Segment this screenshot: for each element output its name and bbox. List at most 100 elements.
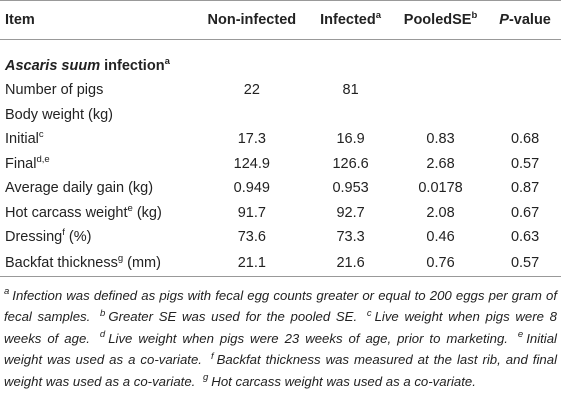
section-cell: Ascaris suum infectiona xyxy=(0,40,561,79)
footnote: d Live weight when pigs were 23 weeks of … xyxy=(99,329,508,346)
value-cell: 0.83 xyxy=(426,131,455,148)
header-cell: Infecteda xyxy=(309,0,392,40)
footnote-mark: c xyxy=(366,307,372,319)
value-cell xyxy=(392,103,489,128)
text: Backfat thickness xyxy=(5,254,118,271)
value-cell: 0.57 xyxy=(510,155,540,172)
text: Number of pigs xyxy=(5,82,104,99)
footnote: c Live weight when pigs were 8 weeks of a… xyxy=(4,307,557,346)
superscript: b xyxy=(471,10,478,22)
footnote-text: Hot carcass weight was used as a co-vari… xyxy=(211,373,476,389)
text: PooledSE xyxy=(403,12,472,28)
value-cell: 16.9 xyxy=(336,131,365,148)
value-cell: 0.949 xyxy=(233,180,270,197)
table-body: Ascaris suum infectiona Number of pigs 22 8… xyxy=(0,40,561,277)
footnote-text: Initial weight was used as a co-variate. xyxy=(4,330,557,368)
table-row: Body weight (kg) xyxy=(0,103,561,128)
value-cell: 17.3 xyxy=(237,131,266,148)
row-label: Hot carcass weighte (kg) xyxy=(0,201,194,226)
text: Item xyxy=(5,12,35,28)
data-table: Item Non-infected Infecteda PooledSEb P-valu… xyxy=(0,0,561,277)
superscript: g xyxy=(117,252,124,264)
text: (kg) xyxy=(132,204,162,221)
footnote-text: Backfat thickness was measured at the la… xyxy=(4,352,557,389)
value-cell: 92.7 xyxy=(336,204,365,221)
value-cell: 21.6 xyxy=(309,249,392,277)
row-label: Body weight (kg) xyxy=(0,103,194,128)
row-label: Number of pigs xyxy=(0,78,194,103)
text: Dressing xyxy=(5,229,63,246)
footnote: f Backfat thickness was measured at the l… xyxy=(4,350,557,389)
value-cell: 2.08 xyxy=(426,204,455,221)
value-cell xyxy=(309,103,392,128)
row-label: Backfat thicknessg (mm) xyxy=(0,249,195,277)
footnote: b Greater SE was used for the pooled SE. xyxy=(100,308,358,324)
value-cell: 0.67 xyxy=(510,204,540,221)
superscript: f xyxy=(62,227,65,239)
value-cell: 0.46 xyxy=(426,229,455,246)
footnote-mark: g xyxy=(203,372,209,384)
text: Final xyxy=(5,155,37,172)
table-head: Item Non-infected Infecteda PooledSEb P-valu… xyxy=(0,0,561,40)
value-cell: 81 xyxy=(342,82,359,99)
value-cell: 126.6 xyxy=(332,155,369,172)
footnote-mark: a xyxy=(4,286,10,298)
table-row: Number of pigs 22 81 xyxy=(0,78,561,103)
value-cell: 73.3 xyxy=(336,229,365,246)
text: (mm) xyxy=(123,254,161,271)
table-row: Backfat thicknessg (mm) 21.1 21.6 0.76 0.57 xyxy=(0,249,561,277)
value-cell: 91.7 xyxy=(237,204,266,221)
value-cell: 0.0178 xyxy=(418,180,463,197)
value-cell xyxy=(194,103,309,128)
footnote-text: Infection was defined as pigs with fecal… xyxy=(4,287,557,325)
value-cell: 0.953 xyxy=(332,180,369,197)
value-cell: 0.63 xyxy=(510,229,540,246)
value-cell: 21.1 xyxy=(194,249,310,277)
footnote-text: Live weight when pigs were 8 weeks of ag… xyxy=(4,309,557,346)
footnote-mark: e xyxy=(517,329,524,341)
footnote-mark: d xyxy=(99,329,106,341)
text: Infected xyxy=(320,12,376,28)
table-row: Hot carcass weighte (kg) 91.7 92.7 2.08 0.67 xyxy=(0,201,561,226)
footnote-text: Live weight when pigs were 23 weeks of a… xyxy=(108,330,508,346)
text: Non-infected xyxy=(207,12,297,28)
footnotes: a Infection was defined as pigs with feca… xyxy=(0,277,561,393)
value-cell: 0.68 xyxy=(510,131,540,148)
row-label: Initialc xyxy=(0,127,194,152)
footnote: a Infection was defined as pigs with feca… xyxy=(4,286,557,325)
footnote: g Hot carcass weight was used as a co-var… xyxy=(203,372,476,389)
table-row: Average daily gain (kg) 0.949 0.953 0.0178 0… xyxy=(0,176,561,201)
table-row: Initialc 17.3 16.9 0.83 0.68 xyxy=(0,127,561,152)
row-label: Average daily gain (kg) xyxy=(0,176,194,201)
table-row: Finald,e 124.9 126.6 2.68 0.57 xyxy=(0,152,561,177)
footnote-text: Greater SE was used for the pooled SE. xyxy=(108,309,358,324)
value-cell: 0.76 xyxy=(391,249,490,277)
footnote: e Initial weight was used as a co-variate… xyxy=(4,329,557,368)
value-cell: 0.57 xyxy=(489,249,561,277)
value-cell: 0.87 xyxy=(510,180,540,197)
text: Average daily gain (kg) xyxy=(5,180,154,197)
text: (%) xyxy=(64,229,92,246)
text: Initial xyxy=(5,131,39,148)
value-cell: 73.6 xyxy=(237,229,266,246)
header-cell: P-value xyxy=(489,0,561,40)
superscript: c xyxy=(38,129,44,141)
table-row: Dressingf (%) 73.6 73.3 0.46 0.63 xyxy=(0,225,561,250)
text: Hot carcass weight xyxy=(5,204,128,221)
value-cell xyxy=(392,78,489,103)
italic-text: P xyxy=(499,12,509,28)
row-label: Finald,e xyxy=(0,152,194,177)
superscript: a xyxy=(164,56,170,68)
footnote-mark: f xyxy=(210,350,214,362)
text: infection xyxy=(100,58,165,74)
header-cell: Item xyxy=(0,0,195,40)
row-label: Dressingf (%) xyxy=(0,225,194,250)
superscript: a xyxy=(375,10,382,22)
header-cell: PooledSEb xyxy=(391,0,490,40)
value-cell: 22 xyxy=(243,82,260,99)
italic-text: Ascaris suum xyxy=(5,58,101,74)
superscript: d,e xyxy=(36,153,50,165)
header-row: Item Non-infected Infecteda PooledSEb P-valu… xyxy=(0,0,561,40)
section-row: Ascaris suum infectiona xyxy=(0,40,561,79)
